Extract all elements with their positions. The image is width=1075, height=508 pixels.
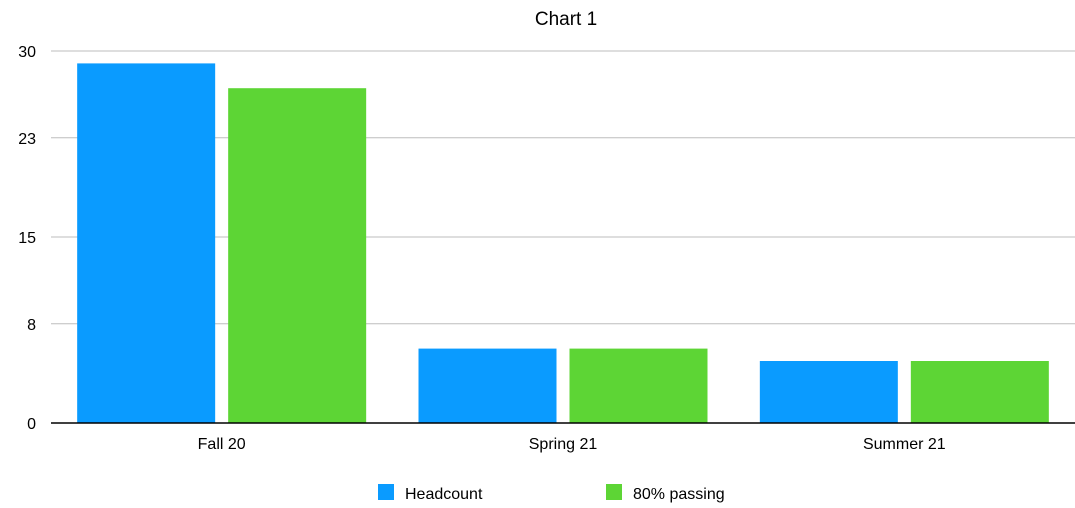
- bar-summer-21-1: [910, 361, 1049, 423]
- legend-swatch: [606, 484, 622, 500]
- legend-label: Headcount: [405, 486, 483, 503]
- legend-label: 80% passing: [633, 486, 725, 503]
- bars: [77, 63, 1049, 424]
- x-tick-label: Summer 21: [863, 436, 946, 453]
- legend: Headcount 80% passing: [378, 484, 725, 503]
- x-axis-ticks: Fall 20 Spring 21 Summer 21: [198, 436, 946, 453]
- y-tick-label: 23: [18, 131, 36, 148]
- y-axis-ticks: 0 8 15 23 30: [18, 44, 36, 433]
- y-tick-label: 8: [27, 317, 36, 334]
- gridlines: [51, 50, 1075, 325]
- bar-summer-21-0: [759, 361, 898, 423]
- bar-spring-21-0: [418, 348, 557, 423]
- y-tick-label: 0: [27, 416, 36, 433]
- x-tick-label: Fall 20: [198, 436, 246, 453]
- legend-swatch: [378, 484, 394, 500]
- chart-title: Chart 1: [535, 9, 597, 30]
- bar-fall-20-0: [77, 63, 216, 424]
- y-tick-label: 15: [18, 230, 36, 247]
- y-tick-label: 30: [18, 44, 36, 61]
- bar-spring-21-1: [569, 348, 708, 423]
- x-tick-label: Spring 21: [529, 436, 598, 453]
- bar-fall-20-1: [228, 88, 367, 423]
